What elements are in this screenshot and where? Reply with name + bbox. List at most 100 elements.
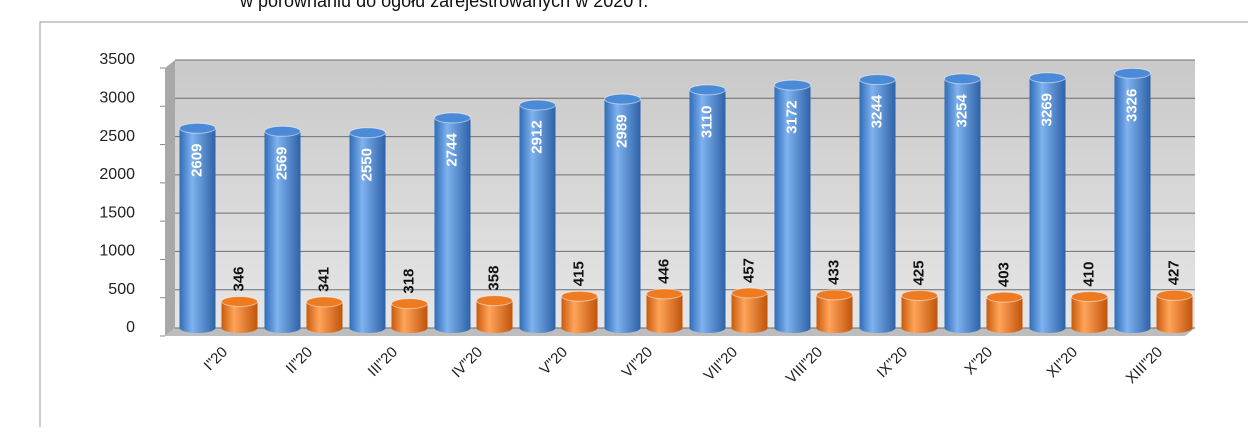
bar (944, 78, 981, 328)
bar-group (519, 99, 556, 333)
bar-cap (1029, 72, 1066, 84)
bar-base (1029, 323, 1066, 333)
bar-base (221, 323, 258, 333)
bar-group (944, 73, 981, 333)
value-label: 3254 (953, 93, 970, 127)
y-tick-label: 0 (126, 319, 135, 336)
y-tick-label: 500 (108, 281, 135, 298)
bar-cap (561, 290, 598, 302)
bar-group (476, 295, 513, 333)
bar-base (774, 323, 811, 333)
bar (646, 293, 683, 328)
bar-group (816, 289, 853, 333)
bar-group (646, 288, 683, 333)
bar-base (1114, 323, 1151, 333)
bar-cap (816, 289, 853, 301)
bar-cap (264, 125, 301, 137)
value-label: 341 (315, 267, 332, 292)
bar (519, 105, 556, 328)
value-label: 2744 (443, 133, 460, 167)
value-label: 425 (910, 260, 927, 285)
x-tick-label: VI"20 (619, 344, 657, 382)
bar-base (986, 323, 1023, 333)
bar-base (646, 323, 683, 333)
value-label: 3110 (698, 106, 715, 139)
value-label: 410 (1080, 262, 1097, 287)
y-tick-label: 1500 (99, 204, 135, 221)
y-tick-label: 2000 (99, 166, 135, 183)
bar-cap (1114, 67, 1151, 79)
y-tick-label: 1000 (99, 243, 135, 260)
bar-base (689, 323, 726, 333)
y-tick-label: 3500 (99, 51, 135, 68)
value-label: 3172 (783, 100, 800, 133)
bar-group (434, 112, 471, 333)
chart-frame (39, 21, 1248, 427)
value-label: 415 (570, 261, 587, 286)
bar (1029, 77, 1066, 328)
bar-base (1071, 323, 1108, 333)
bar-cap (349, 127, 386, 139)
bar-cap (519, 99, 556, 111)
bar (604, 99, 641, 329)
bar-group (1114, 67, 1151, 333)
bar (349, 132, 386, 328)
bar-cap (859, 74, 896, 86)
value-label: 2550 (358, 148, 375, 181)
bar-cap (689, 84, 726, 96)
x-tick-label: VII"20 (701, 344, 742, 385)
value-label: 346 (230, 266, 247, 291)
bar-cap (179, 122, 216, 134)
bar-cap (986, 291, 1023, 303)
x-tick-label: IX"20 (874, 344, 912, 382)
value-label: 2569 (273, 147, 290, 180)
bar-base (604, 323, 641, 333)
chart-title: w porównaniu do ogółu zarejestrowanych w… (239, 0, 648, 11)
bar-base (391, 323, 428, 333)
value-label: 427 (1165, 260, 1182, 285)
bar-base (264, 323, 301, 333)
bar-cap (604, 93, 641, 105)
bar-cap (731, 287, 768, 299)
bar-group (1029, 72, 1066, 333)
bar (1114, 73, 1151, 328)
bar-base (944, 323, 981, 333)
bar-group (859, 74, 896, 333)
x-tick-label: IV"20 (449, 344, 487, 382)
bar-base (561, 323, 598, 333)
bar-cap (944, 73, 981, 85)
value-label: 358 (485, 266, 502, 291)
bar-base (901, 323, 938, 333)
x-tick-label: VIII"20 (783, 344, 827, 388)
bar (731, 293, 768, 328)
bar-cap (221, 296, 258, 308)
bar-cap (774, 79, 811, 91)
x-tick-label: V"20 (536, 344, 571, 379)
bar-group (1071, 291, 1108, 333)
bar-group (689, 84, 726, 333)
bar-group (264, 125, 301, 333)
bar-group (1156, 289, 1193, 333)
bar-base (179, 323, 216, 333)
bar (434, 117, 471, 328)
bar (689, 89, 726, 328)
bar-base (1156, 323, 1193, 333)
x-tick-label: XIII"20 (1123, 344, 1167, 388)
value-label: 3269 (1038, 93, 1055, 126)
bar-cap (1156, 289, 1193, 301)
bar-group (349, 127, 386, 333)
bar-group (901, 289, 938, 333)
y-tick-label: 2500 (99, 128, 135, 145)
bar-cap (1071, 291, 1108, 303)
bar (774, 85, 811, 329)
bar-base (519, 323, 556, 333)
x-tick-label: I"20 (201, 344, 232, 375)
value-label: 403 (995, 262, 1012, 287)
x-tick-label: XI"20 (1044, 344, 1082, 382)
value-label: 3326 (1123, 89, 1140, 122)
value-label: 3244 (868, 94, 885, 128)
bar-cap (306, 296, 343, 308)
x-tick-label: II"20 (283, 344, 316, 377)
bar-group (561, 290, 598, 333)
